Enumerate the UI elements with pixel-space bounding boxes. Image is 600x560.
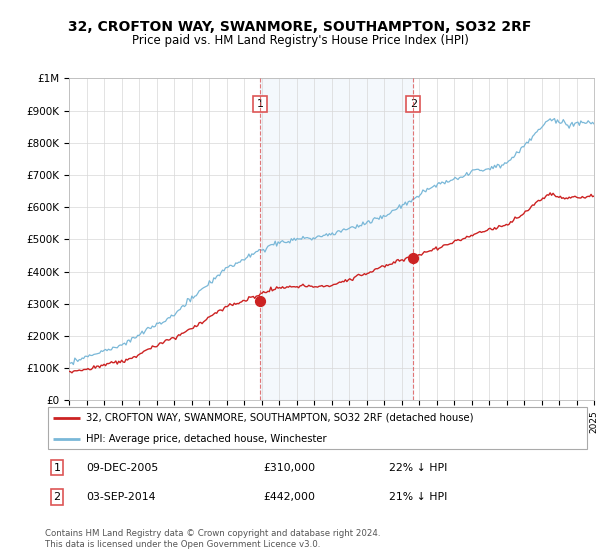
Text: 2: 2 [53, 492, 61, 502]
Bar [260, 78, 413, 400]
Text: 22% ↓ HPI: 22% ↓ HPI [389, 463, 448, 473]
Text: 1: 1 [53, 463, 61, 473]
Text: £310,000: £310,000 [263, 463, 316, 473]
FancyBboxPatch shape [48, 407, 587, 449]
Text: HPI: Average price, detached house, Winchester: HPI: Average price, detached house, Winc… [86, 434, 326, 444]
Text: £442,000: £442,000 [263, 492, 316, 502]
Text: 32, CROFTON WAY, SWANMORE, SOUTHAMPTON, SO32 2RF (detached house): 32, CROFTON WAY, SWANMORE, SOUTHAMPTON, … [86, 413, 473, 423]
Text: 32, CROFTON WAY, SWANMORE, SOUTHAMPTON, SO32 2RF: 32, CROFTON WAY, SWANMORE, SOUTHAMPTON, … [68, 20, 532, 34]
Text: Contains HM Land Registry data © Crown copyright and database right 2024.
This d: Contains HM Land Registry data © Crown c… [45, 529, 380, 549]
Text: Price paid vs. HM Land Registry's House Price Index (HPI): Price paid vs. HM Land Registry's House … [131, 34, 469, 46]
Text: 2: 2 [410, 99, 417, 109]
Text: 21% ↓ HPI: 21% ↓ HPI [389, 492, 448, 502]
Text: 03-SEP-2014: 03-SEP-2014 [86, 492, 155, 502]
Text: 09-DEC-2005: 09-DEC-2005 [86, 463, 158, 473]
Point [409, 254, 418, 263]
Point [255, 296, 265, 305]
Text: 1: 1 [257, 99, 263, 109]
